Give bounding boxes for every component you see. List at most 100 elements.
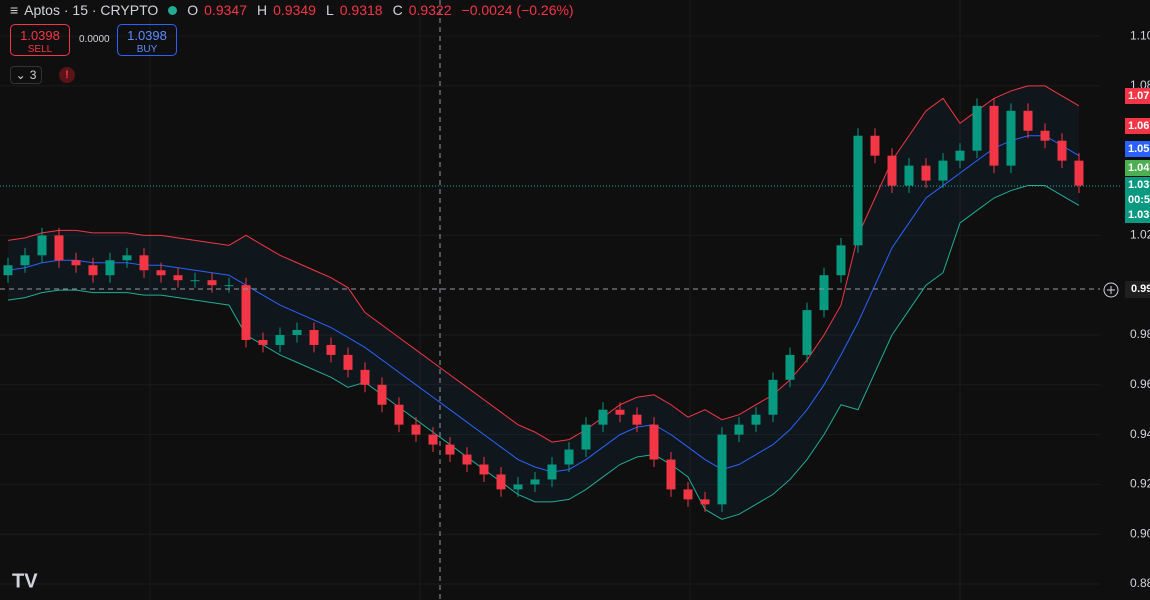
menu-icon[interactable]: ≡ <box>10 2 19 18</box>
candle-body <box>530 479 540 485</box>
countdown-badge: 00:5 <box>1125 192 1150 208</box>
candle-body <box>54 235 64 261</box>
candle-body <box>394 404 404 425</box>
indicators-toggle[interactable]: ⌄ 3 <box>10 66 42 84</box>
band-upper <box>7 85 1080 443</box>
y-tick-label: 1.10 <box>1130 28 1150 42</box>
candle-body <box>462 454 472 465</box>
y-tick-label: 0.92 <box>1130 477 1150 491</box>
symbol-name[interactable]: Aptos · 15 · CRYPTO <box>24 2 159 18</box>
candle-body <box>853 135 863 246</box>
candle-body <box>258 339 268 345</box>
buy-label: BUY <box>136 44 158 55</box>
candle-body <box>564 449 574 465</box>
warning-icon[interactable]: ! <box>59 67 75 83</box>
ohlc-value: 0.9322 <box>408 2 452 18</box>
candle-body <box>479 464 489 475</box>
candle-body <box>683 489 693 500</box>
candle-body <box>1023 110 1033 131</box>
price-badge: 1.04 <box>1125 160 1150 176</box>
ohlc-key: L <box>325 2 334 18</box>
candle-body <box>734 424 744 435</box>
candle-body <box>904 165 914 186</box>
candle-body <box>411 424 421 435</box>
ohlc-value: 0.9318 <box>339 2 383 18</box>
price-badge: 1.03 <box>1125 177 1150 193</box>
chevron: ⌄ <box>15 68 26 82</box>
candle-body <box>224 285 234 287</box>
market-status <box>168 5 178 15</box>
buy-button[interactable]: 1.0398 BUY <box>117 24 177 56</box>
spread: 0.0000 <box>79 34 110 45</box>
y-tick-label: 0.94 <box>1130 427 1150 441</box>
candle-body <box>513 484 523 490</box>
candle-body <box>751 414 761 425</box>
candle-body <box>275 334 285 345</box>
crosshair-add-button[interactable] <box>1103 282 1119 298</box>
candle-body <box>1057 140 1067 161</box>
ohlc-key: O <box>187 2 199 18</box>
price-badge: 1.07 <box>1125 88 1150 104</box>
price-change: −0.0024 (−0.26%) <box>461 2 574 18</box>
candle-body <box>870 135 880 156</box>
candle-body <box>666 459 676 490</box>
candle-body <box>615 409 625 415</box>
y-tick-label: 0.98 <box>1130 327 1150 341</box>
candle-body <box>598 409 608 425</box>
candle-body <box>71 260 81 266</box>
candle-body <box>989 105 999 166</box>
candle-body <box>241 285 251 340</box>
candle-body <box>122 255 132 261</box>
candle-body <box>717 434 727 505</box>
y-tick-label: 0.88 <box>1130 576 1150 590</box>
candle-body <box>819 275 829 311</box>
price-badge: 1.06 <box>1125 118 1150 134</box>
candle-body <box>105 260 115 276</box>
band-fill <box>8 85 1079 520</box>
candle-body <box>139 255 149 271</box>
candle-body <box>343 354 353 370</box>
candle-body <box>326 344 336 355</box>
candle-body <box>37 235 47 256</box>
y-tick-label: 1.02 <box>1130 228 1150 242</box>
candle-body <box>802 310 812 355</box>
sell-price: 1.0398 <box>20 28 60 43</box>
candle-body <box>955 150 965 161</box>
candle-body <box>1006 110 1016 166</box>
logo: TV <box>12 570 38 592</box>
band-basis <box>7 135 1080 473</box>
vertical-grid <box>149 0 961 600</box>
candle-body <box>207 280 217 286</box>
candle-body <box>3 265 13 276</box>
crosshair-add-icon <box>1107 286 1115 294</box>
candle-body <box>190 280 200 282</box>
price-badge: 1.03 <box>1125 207 1150 223</box>
candle-body <box>632 414 642 425</box>
candle-body <box>173 275 183 281</box>
candle-body <box>156 270 166 276</box>
candle-body <box>428 434 438 445</box>
candle-body <box>768 379 778 415</box>
candle-body <box>292 330 302 335</box>
candle-body <box>836 245 846 276</box>
candle-body <box>445 444 455 455</box>
sell-button[interactable]: 1.0398 SELL <box>10 24 70 56</box>
candle-body <box>20 255 30 266</box>
candle-body <box>309 330 319 345</box>
ohlc-key: C <box>392 2 403 18</box>
candle-body <box>377 384 387 405</box>
candle-body <box>581 424 591 450</box>
candle-body <box>649 424 659 460</box>
ohlc-key: H <box>256 2 268 18</box>
buy-price: 1.0398 <box>127 28 167 43</box>
y-tick-label: 0.90 <box>1130 526 1150 540</box>
candle-body <box>972 105 982 151</box>
candle-body <box>547 464 557 480</box>
candle-body <box>1040 130 1050 141</box>
ohlc-value: 0.9349 <box>273 2 316 18</box>
candle-body <box>887 155 897 186</box>
candle-body <box>921 165 931 181</box>
